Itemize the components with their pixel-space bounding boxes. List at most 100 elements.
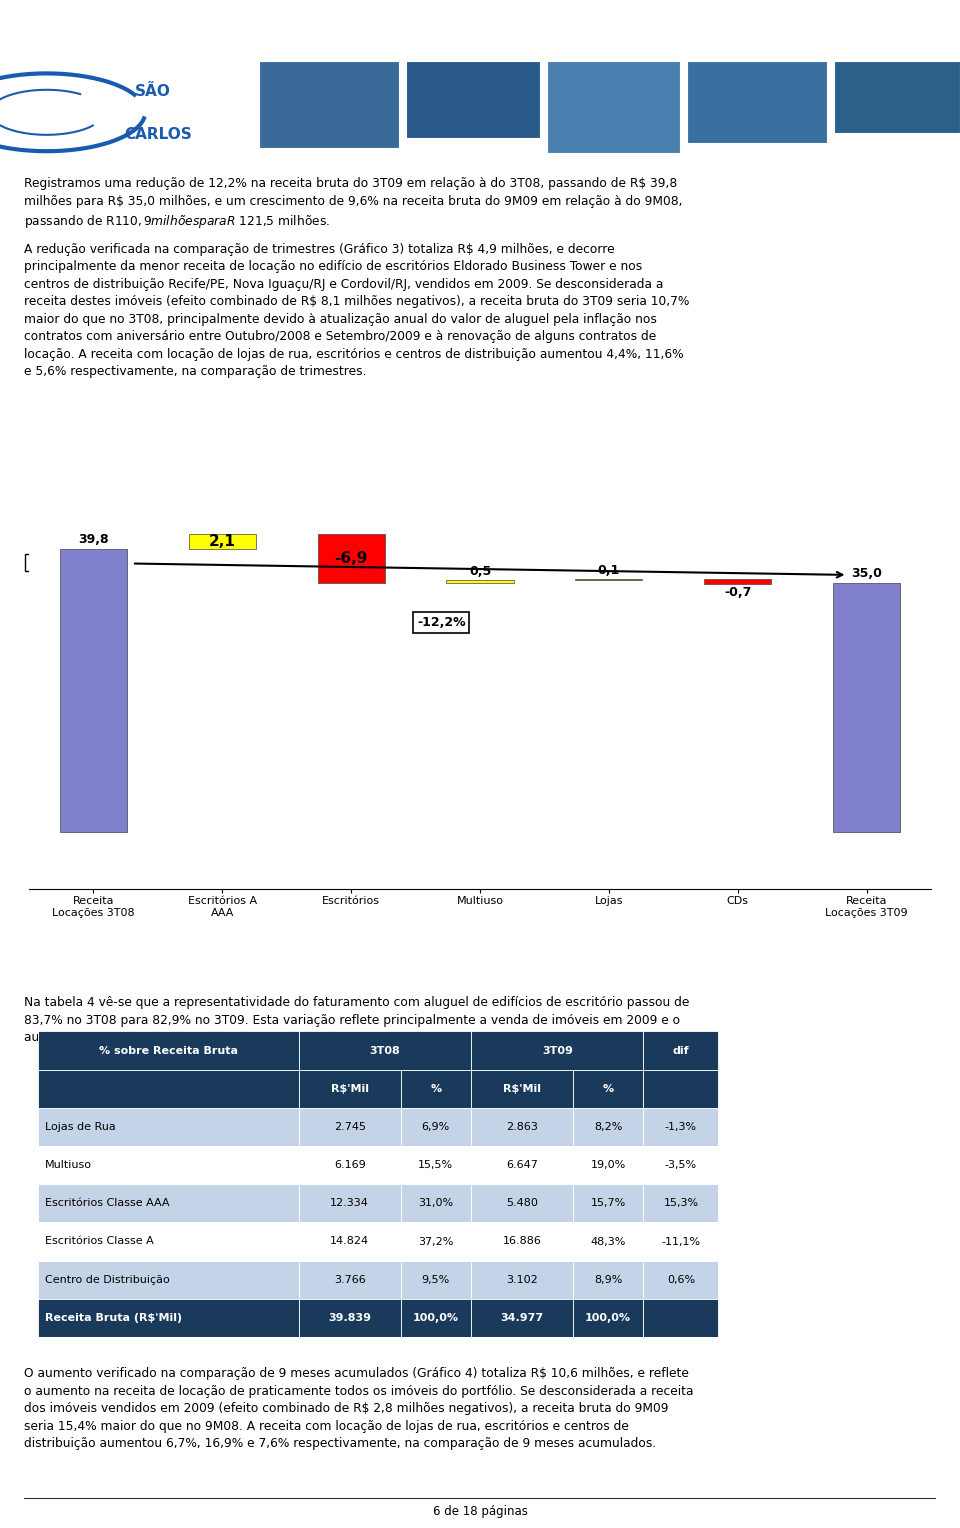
Bar	[299, 1146, 400, 1184]
Text: 3.766: 3.766	[334, 1274, 366, 1285]
Bar	[471, 1108, 573, 1146]
Bar	[406, 61, 540, 138]
Bar	[400, 1146, 471, 1184]
Bar	[259, 61, 399, 148]
Text: Centro de Distribuição: Centro de Distribuição	[44, 1274, 169, 1285]
Text: 15,7%: 15,7%	[590, 1198, 626, 1209]
Text: %: %	[430, 1083, 442, 1094]
Text: 6 de 18 páginas: 6 de 18 páginas	[433, 1505, 527, 1519]
Text: 31,0%: 31,0%	[419, 1198, 453, 1209]
Text: R$'Mil: R$'Mil	[503, 1083, 540, 1094]
Bar	[38, 1108, 299, 1146]
Bar	[38, 1261, 299, 1299]
Bar	[299, 1031, 471, 1070]
Bar	[471, 1261, 573, 1299]
Bar	[38, 1299, 299, 1337]
Bar	[38, 1184, 299, 1222]
Text: 19,0%: 19,0%	[590, 1160, 626, 1170]
Bar	[643, 1222, 718, 1261]
Text: Escritórios Classe A: Escritórios Classe A	[44, 1236, 154, 1247]
Text: -6,9: -6,9	[334, 552, 368, 567]
Text: 2.745: 2.745	[334, 1122, 366, 1132]
Text: 5.480: 5.480	[506, 1198, 538, 1209]
Bar	[471, 1222, 573, 1261]
Bar	[400, 1184, 471, 1222]
Text: 39.839: 39.839	[328, 1313, 372, 1323]
Text: % sobre Receita Bruta: % sobre Receita Bruta	[99, 1045, 238, 1056]
Bar	[573, 1146, 643, 1184]
Text: 6,9%: 6,9%	[421, 1122, 450, 1132]
Text: R$'Mil: R$'Mil	[331, 1083, 369, 1094]
Bar	[705, 579, 771, 584]
Text: 6.169: 6.169	[334, 1160, 366, 1170]
Bar	[643, 1299, 718, 1337]
Text: 8,2%: 8,2%	[594, 1122, 622, 1132]
Bar	[573, 1184, 643, 1222]
Text: CARLOS: CARLOS	[125, 127, 192, 142]
Bar	[299, 1108, 400, 1146]
Bar	[299, 1070, 400, 1108]
Text: 15,3%: 15,3%	[663, 1198, 699, 1209]
Bar	[400, 1222, 471, 1261]
Bar	[573, 1299, 643, 1337]
Text: Escritórios Classe AAA: Escritórios Classe AAA	[44, 1198, 169, 1209]
Text: 14.824: 14.824	[330, 1236, 370, 1247]
Bar	[446, 581, 514, 584]
Bar	[400, 1261, 471, 1299]
Bar	[471, 1146, 573, 1184]
Bar	[686, 61, 827, 144]
Bar	[546, 61, 680, 153]
Bar	[643, 1031, 718, 1070]
Bar	[643, 1108, 718, 1146]
Text: Receita Bruta (R$'Mil): Receita Bruta (R$'Mil)	[44, 1313, 181, 1323]
Text: 2,1: 2,1	[208, 535, 235, 550]
Bar	[299, 1261, 400, 1299]
Text: 35,0: 35,0	[852, 567, 882, 581]
Text: 37,2%: 37,2%	[419, 1236, 453, 1247]
Text: 48,3%: 48,3%	[590, 1236, 626, 1247]
Text: Tabela 4: Tabela 4	[60, 1059, 111, 1073]
Bar	[60, 549, 127, 833]
Text: R$' milhões: R$' milhões	[29, 558, 93, 567]
Bar	[573, 1070, 643, 1108]
Text: 3T08: 3T08	[370, 1045, 400, 1056]
Bar	[299, 1222, 400, 1261]
Text: 16.886: 16.886	[502, 1236, 541, 1247]
Bar	[834, 61, 960, 133]
Bar	[643, 1261, 718, 1299]
Text: dif: dif	[673, 1045, 689, 1056]
Bar	[38, 1070, 299, 1108]
Text: O aumento verificado na comparação de 9 meses acumulados (Gráfico 4) totaliza R$: O aumento verificado na comparação de 9 …	[24, 1368, 693, 1450]
Bar	[38, 1146, 299, 1184]
Text: 9,5%: 9,5%	[421, 1274, 450, 1285]
Text: 100,0%: 100,0%	[585, 1313, 631, 1323]
Text: 0,6%: 0,6%	[667, 1274, 695, 1285]
Bar	[573, 1261, 643, 1299]
Text: -1,3%: -1,3%	[665, 1122, 697, 1132]
Text: 0,5: 0,5	[468, 565, 492, 578]
Bar	[471, 1184, 573, 1222]
Bar	[189, 535, 255, 549]
Bar	[643, 1146, 718, 1184]
Bar	[38, 1031, 299, 1070]
Bar	[400, 1299, 471, 1337]
Bar	[573, 1222, 643, 1261]
Text: %: %	[603, 1083, 613, 1094]
Text: 34.977: 34.977	[500, 1313, 543, 1323]
Text: 0,1: 0,1	[598, 564, 620, 578]
Bar	[38, 1222, 299, 1261]
Bar	[299, 1299, 400, 1337]
Text: 15,5%: 15,5%	[419, 1160, 453, 1170]
Text: 8,9%: 8,9%	[594, 1274, 622, 1285]
Text: SÃO: SÃO	[134, 84, 171, 99]
Bar	[471, 1070, 573, 1108]
Text: Lojas de Rua: Lojas de Rua	[44, 1122, 115, 1132]
Text: Na tabela 4 vê-se que a representatividade do faturamento com aluguel de edifíci: Na tabela 4 vê-se que a representativida…	[24, 996, 689, 1045]
Text: 3.102: 3.102	[506, 1274, 538, 1285]
Bar	[299, 1184, 400, 1222]
Text: Gráfico 3: Gráfico 3	[29, 530, 84, 544]
Bar	[400, 1070, 471, 1108]
Bar	[643, 1184, 718, 1222]
Text: -0,7: -0,7	[724, 587, 752, 599]
Bar	[573, 1108, 643, 1146]
